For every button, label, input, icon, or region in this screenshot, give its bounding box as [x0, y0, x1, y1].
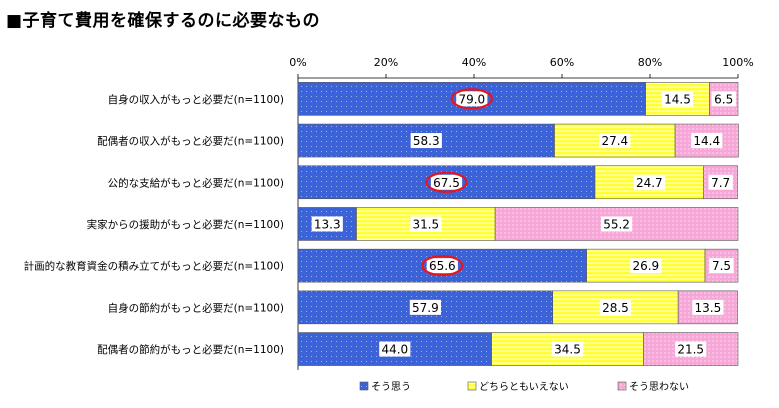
data-label-box — [709, 258, 734, 274]
chart-title: ■子育て費用を確保するのに必要なもの — [6, 11, 321, 31]
data-label: 57.9 — [412, 301, 439, 315]
category-label: 自身の節約がもっと必要だ(n=1100) — [108, 301, 284, 314]
data-label: 24.7 — [636, 176, 663, 190]
data-label-box — [692, 299, 724, 315]
x-tick-label: 40% — [462, 56, 486, 69]
category-label: 配偶者の収入がもっと必要だ(n=1100) — [97, 135, 284, 148]
data-label: 31.5 — [412, 217, 439, 231]
data-label-box — [600, 216, 633, 232]
highlight-circle — [450, 88, 493, 110]
data-label: 6.5 — [714, 92, 733, 106]
data-label: 28.5 — [602, 301, 629, 315]
data-label-box — [551, 341, 584, 357]
legend-label-dochira-tomo: どちらともいえない — [479, 381, 569, 393]
data-label: 58.3 — [413, 134, 440, 148]
data-label-box — [430, 174, 463, 190]
bar-segment-dochira-tomo — [586, 248, 706, 283]
highlight-circle — [421, 255, 464, 277]
data-label: 26.9 — [632, 259, 659, 273]
category-label: 実家からの援助がもっと必要だ(n=1100) — [87, 218, 284, 231]
data-label: 13.3 — [314, 217, 341, 231]
data-label-box — [599, 299, 632, 315]
data-label-box — [691, 133, 723, 149]
data-label-box — [675, 341, 707, 357]
legend-label-soo-omou: そう思う — [371, 381, 411, 393]
data-label: 7.5 — [712, 259, 731, 273]
data-label-box — [711, 91, 736, 107]
category-label: 公的な支給がもっと必要だ(n=1100) — [108, 176, 284, 189]
data-label: 27.4 — [601, 134, 628, 148]
data-label: 14.4 — [693, 134, 720, 148]
data-label: 21.5 — [677, 343, 704, 357]
data-label-box — [661, 91, 694, 107]
data-label-box — [409, 299, 441, 315]
data-label: 67.5 — [433, 176, 460, 190]
highlight-circle — [425, 171, 468, 193]
x-tick-label: 100% — [722, 56, 753, 69]
data-label-box — [633, 174, 665, 190]
data-label-box — [410, 216, 442, 232]
data-label: 34.5 — [554, 343, 581, 357]
data-label: 65.6 — [429, 259, 456, 273]
data-label: 13.5 — [695, 301, 722, 315]
data-label: 79.0 — [458, 92, 485, 106]
legend-swatch-soo-omowanai — [617, 381, 627, 391]
data-label-box — [708, 174, 733, 190]
category-label: 計画的な教育資金の積み立てがもっと必要だ(n=1100) — [24, 260, 284, 273]
data-label: 7.7 — [711, 176, 730, 190]
legend-swatch-dochira-tomo — [467, 381, 477, 391]
x-tick-label: 60% — [550, 56, 574, 69]
x-tick-label: 0% — [289, 56, 306, 69]
data-label-box — [456, 91, 488, 107]
data-label-box — [379, 341, 411, 357]
category-label: 自身の収入がもっと必要だ(n=1100) — [108, 93, 284, 106]
legend-label-soo-omowanai: そう思わない — [629, 381, 689, 393]
data-label: 14.5 — [664, 92, 691, 106]
data-label: 55.2 — [603, 217, 630, 231]
data-label-box — [599, 133, 631, 149]
data-label-box — [410, 133, 442, 149]
data-label-box — [311, 216, 343, 232]
category-label: 配偶者の節約がもっと必要だ(n=1100) — [97, 343, 284, 356]
data-label: 44.0 — [381, 343, 408, 357]
x-tick-label: 20% — [374, 56, 398, 69]
x-tick-label: 80% — [638, 56, 662, 69]
data-label-box — [630, 258, 662, 274]
data-label-box — [426, 258, 458, 274]
legend-swatch-soo-omou — [359, 381, 369, 391]
